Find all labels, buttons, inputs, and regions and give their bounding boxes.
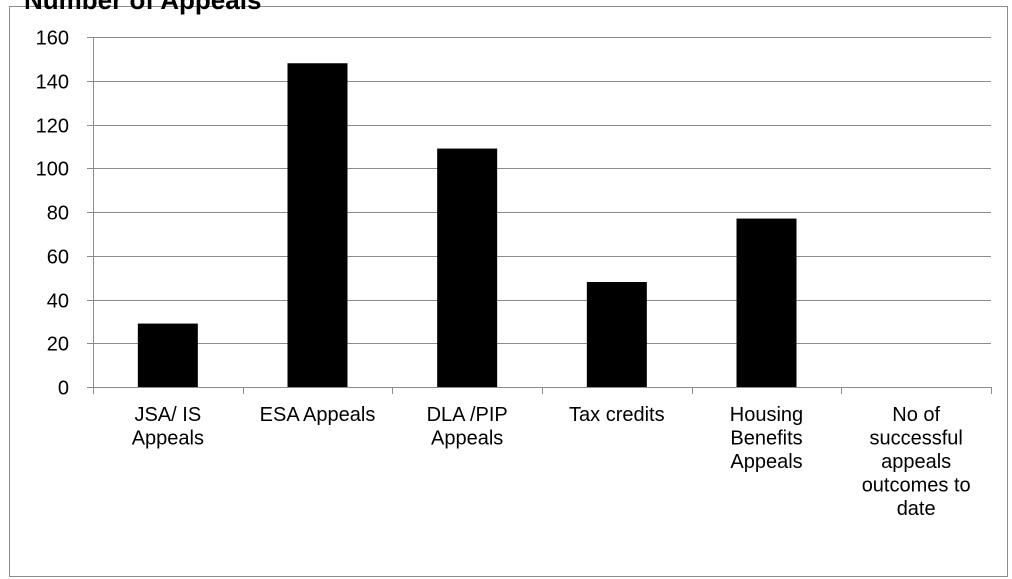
y-tick-label: 40 [47, 291, 69, 313]
bar [137, 323, 198, 387]
x-category-label-line: date [897, 498, 936, 520]
x-category-label: Tax credits [569, 404, 665, 426]
bar [437, 148, 498, 387]
x-category-label: JSA/ IS Appeals [132, 404, 204, 450]
x-category-label-line: DLA /PIP [427, 404, 508, 426]
x-category-label: No of successful appeals outcomes to date [862, 404, 971, 520]
x-category-label-line: ESA Appeals [260, 404, 376, 426]
y-tick-label: 20 [47, 334, 69, 356]
y-tick-label: 60 [47, 247, 69, 269]
y-tick-label: 0 [58, 378, 69, 400]
x-category-label: DLA /PIP Appeals [427, 404, 508, 450]
axes [87, 37, 992, 394]
y-tick-label: 160 [36, 28, 69, 50]
bar [586, 282, 647, 387]
x-category-label: ESA Appeals [260, 404, 376, 426]
chart-frame: Number of Appeals [9, 0, 1008, 577]
bar [287, 63, 348, 387]
x-category-label-line: successful [869, 428, 962, 450]
y-tick-label: 140 [36, 72, 69, 94]
x-category-label-line: Tax credits [569, 404, 665, 426]
x-category-label-line: Appeals [431, 428, 503, 450]
x-category-label-line: No of [892, 404, 940, 426]
y-tick-label: 120 [36, 116, 69, 138]
bar [736, 218, 797, 387]
x-category-label-line: Appeals [132, 428, 204, 450]
x-category-label-line: appeals [881, 451, 951, 473]
x-category-label-line: JSA/ IS [134, 404, 201, 426]
bars [137, 63, 797, 387]
x-category-label-line: outcomes to [862, 475, 971, 497]
x-category-label-line: Appeals [730, 451, 802, 473]
y-tick-label: 80 [47, 203, 69, 225]
gridlines [93, 37, 991, 344]
x-category-label-line: Benefits [730, 428, 802, 450]
y-tick-labels: 0 20 40 60 80 100 120 140 160 [36, 28, 69, 400]
y-tick-label: 100 [36, 159, 69, 181]
chart-title: Number of Appeals [24, 0, 262, 15]
x-category-label: Housing Benefits Appeals [730, 404, 803, 473]
x-category-label-line: Housing [730, 404, 803, 426]
